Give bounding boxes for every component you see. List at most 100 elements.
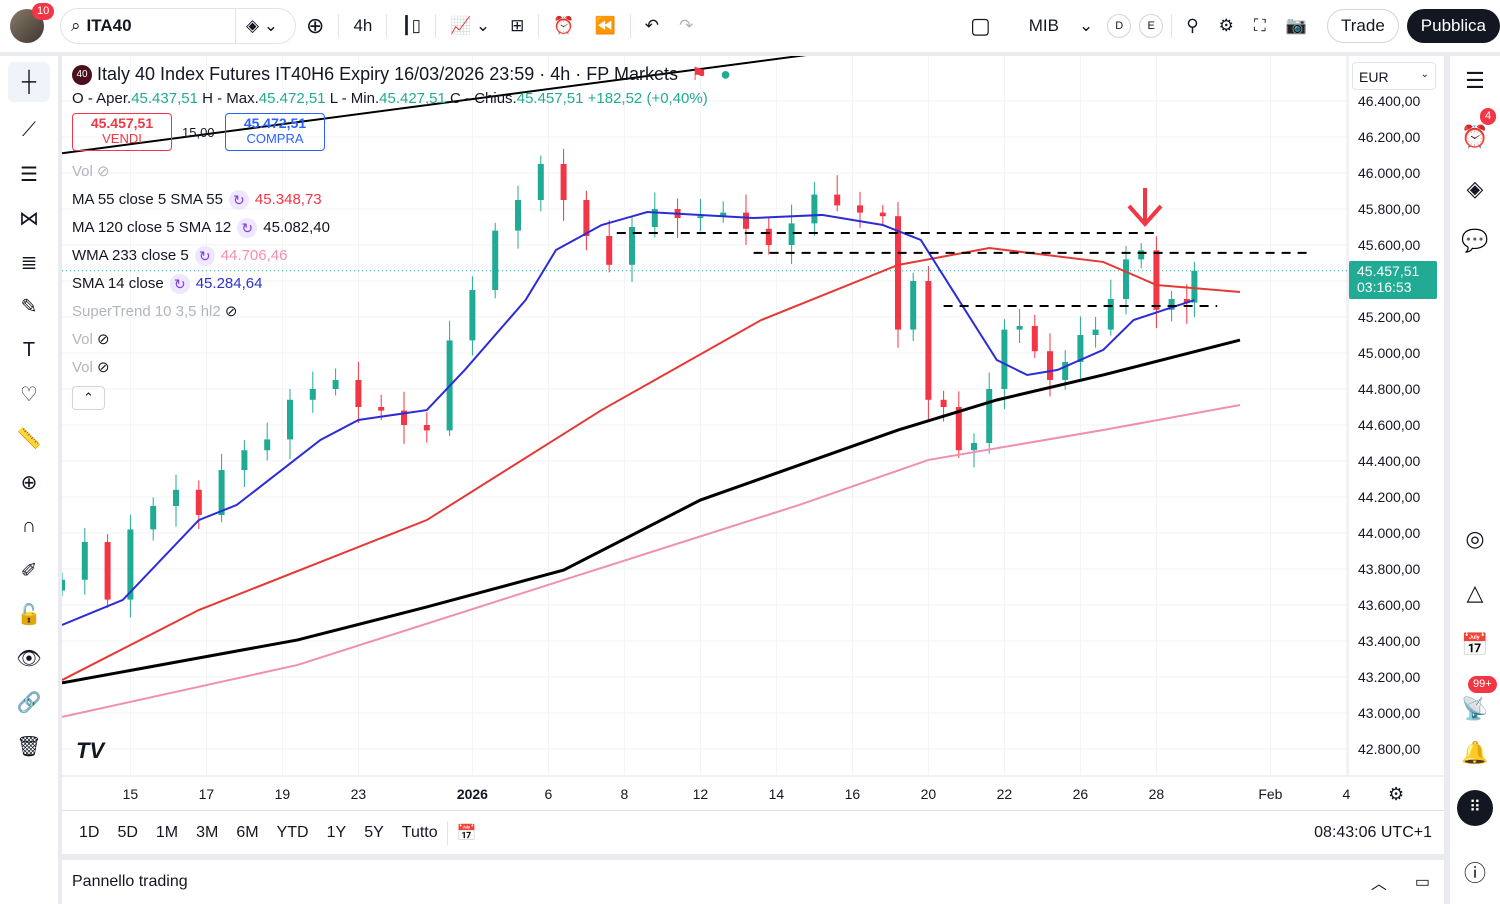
calendar-icon[interactable]: 📅 bbox=[1461, 632, 1489, 657]
candle-body bbox=[309, 389, 316, 400]
clock[interactable]: 08:43:06 UTC+1 bbox=[1314, 823, 1432, 841]
indicator-vol-0[interactable]: Vol ⊘ bbox=[72, 162, 110, 180]
maximize-icon[interactable]: ▭ bbox=[1414, 874, 1430, 891]
undo-icon[interactable]: ↶ bbox=[644, 16, 659, 35]
goto-date-icon[interactable]: 📅 bbox=[456, 824, 477, 842]
candles-icon[interactable]: ┃▯ bbox=[401, 16, 421, 35]
avatar[interactable]: 10 bbox=[10, 3, 55, 43]
exchange-label[interactable]: MIB bbox=[1028, 16, 1059, 35]
sync-icon[interactable]: ↻ bbox=[169, 274, 190, 294]
indicator-vol-2[interactable]: Vol ⊘ bbox=[72, 358, 110, 376]
sync-icon[interactable]: ↻ bbox=[237, 218, 258, 238]
trash-icon[interactable]: 🗑 bbox=[16, 735, 42, 758]
eye-off-icon[interactable]: ⊘ bbox=[97, 163, 110, 180]
alert-icon[interactable]: ⏰ bbox=[553, 16, 575, 35]
crosshair-icon[interactable]: ┼ bbox=[8, 62, 50, 102]
candle-body bbox=[1016, 326, 1023, 330]
sync-icon[interactable]: ↻ bbox=[194, 246, 215, 266]
ruler-icon[interactable]: 📏 bbox=[16, 427, 42, 450]
trading-panel-bar[interactable]: Pannello trading ︿ ▭ bbox=[62, 860, 1444, 904]
eye-off-icon[interactable]: ⊘ bbox=[97, 359, 110, 376]
e-button[interactable]: E bbox=[1139, 14, 1164, 38]
apps-icon[interactable]: ⠿ bbox=[1450, 790, 1500, 826]
range-5d[interactable]: 5D bbox=[117, 823, 138, 841]
zoom-in-icon[interactable]: ⊕ bbox=[20, 471, 38, 494]
camera-icon[interactable]: 📷 bbox=[1285, 16, 1307, 35]
settings-icon[interactable]: ⚙ bbox=[1218, 16, 1234, 35]
pattern-icon[interactable]: ⋈ bbox=[19, 207, 39, 230]
symbol-search[interactable]: ⌕ ITA40 bbox=[60, 8, 236, 44]
lock-drawing-icon[interactable]: ✐ bbox=[20, 559, 38, 582]
eye-off-icon[interactable]: ⊘ bbox=[97, 331, 110, 348]
eye-icon[interactable]: 👁 bbox=[16, 647, 42, 670]
collapse-legend-button[interactable]: ⌃ bbox=[72, 386, 105, 410]
buy-button[interactable]: 45.472,51 COMPRA bbox=[225, 113, 325, 151]
chevron-up-icon[interactable]: ︿ bbox=[1370, 876, 1387, 893]
indicator-ma120[interactable]: MA 120 close 5 SMA 12 ↻ 45.082,40 bbox=[72, 218, 330, 238]
magnet-icon[interactable]: ∩ bbox=[21, 514, 37, 537]
candle-body bbox=[332, 380, 339, 389]
chat-icon[interactable]: 💬 bbox=[1461, 228, 1489, 253]
indicators-icon[interactable]: 📈 ⌄ bbox=[449, 16, 491, 35]
redo-icon[interactable]: ↷ bbox=[678, 16, 694, 35]
range-ytd[interactable]: YTD bbox=[276, 823, 309, 841]
indicator-wma233[interactable]: WMA 233 close 5 ↻ 44.706,46 bbox=[72, 246, 287, 266]
chart-area[interactable]: 46.400,00 46.200,00 46.000,00 45.800,00 45.6… bbox=[62, 56, 1444, 854]
trendline-icon[interactable]: ⟋ bbox=[22, 118, 36, 141]
replay-icon[interactable]: ⏪ bbox=[594, 16, 616, 35]
square-icon[interactable]: ▢ bbox=[969, 13, 991, 38]
range-6m[interactable]: 6M bbox=[236, 823, 259, 841]
range-1m[interactable]: 1M bbox=[155, 823, 179, 841]
indicator-ma55[interactable]: MA 55 close 5 SMA 55 ↻ 45.348,73 bbox=[72, 190, 322, 210]
sync-icon[interactable]: ↻ bbox=[228, 190, 249, 210]
watchlist-icon[interactable]: ☰ bbox=[1465, 68, 1485, 93]
indicator-sma14[interactable]: SMA 14 close ↻ 45.284,64 bbox=[72, 274, 262, 294]
fib-icon[interactable]: ☰ bbox=[20, 163, 38, 186]
range-all[interactable]: Tutto bbox=[401, 823, 438, 841]
layers-icon[interactable]: ◈ bbox=[1466, 176, 1484, 201]
x-tick-label: 6 bbox=[545, 786, 553, 802]
publish-button[interactable]: Pubblica bbox=[1406, 9, 1500, 43]
price-chart[interactable]: 46.400,00 46.200,00 46.000,00 45.800,00 45.6… bbox=[62, 56, 1444, 810]
range-1y[interactable]: 1Y bbox=[326, 823, 347, 841]
flag-icon[interactable]: ⚑ bbox=[691, 64, 708, 84]
forecast-icon[interactable]: ≣ bbox=[20, 251, 38, 274]
indicator-supertrend[interactable]: SuperTrend 10 3,5 hl2 ⊘ bbox=[72, 302, 237, 320]
currency-dropdown[interactable]: EUR ⌄ bbox=[1352, 62, 1436, 90]
quick-search-icon[interactable]: ⚲ bbox=[1186, 16, 1199, 35]
symbol-type-dropdown[interactable]: ◈ ⌄ bbox=[236, 8, 296, 44]
target-icon[interactable]: ◎ bbox=[1465, 526, 1485, 551]
lock-icon[interactable]: 🔓 bbox=[16, 603, 42, 626]
range-3m[interactable]: 3M bbox=[196, 823, 219, 841]
candle-body bbox=[195, 489, 202, 515]
help-icon[interactable]: ⓘ bbox=[1463, 861, 1486, 886]
low-value: 45.427,51 bbox=[379, 90, 446, 107]
compare-add-icon[interactable]: ⊕ bbox=[306, 13, 325, 38]
alerts-icon[interactable]: ⏰ 4 bbox=[1450, 108, 1500, 150]
trade-button[interactable]: Trade bbox=[1327, 9, 1399, 43]
layouts-icon[interactable]: ⊞ bbox=[510, 16, 525, 35]
news-icon[interactable]: 📡 99+ bbox=[1450, 676, 1500, 722]
candle-body bbox=[355, 380, 362, 407]
sell-button[interactable]: 45.457,51 VENDI bbox=[72, 113, 172, 151]
indicator-vol-1[interactable]: Vol ⊘ bbox=[72, 330, 110, 348]
candle-body bbox=[925, 281, 932, 400]
ideas-icon[interactable]: △ bbox=[1466, 580, 1484, 605]
eye-off-icon[interactable]: ⊘ bbox=[224, 303, 238, 320]
interval-button[interactable]: 4h bbox=[353, 16, 373, 35]
brush-icon[interactable]: ✎ bbox=[20, 295, 38, 318]
d-button[interactable]: D bbox=[1107, 14, 1132, 38]
range-5y[interactable]: 5Y bbox=[364, 823, 384, 841]
axis-settings-icon[interactable]: ⚙ bbox=[1388, 784, 1405, 804]
alerts-badge: 4 bbox=[1480, 108, 1497, 125]
divider bbox=[1171, 14, 1173, 38]
fullscreen-icon[interactable]: ⛶ bbox=[1253, 16, 1266, 35]
range-1d[interactable]: 1D bbox=[79, 823, 100, 841]
heart-icon[interactable]: ♡ bbox=[20, 383, 38, 406]
link-icon[interactable]: 🔗 bbox=[16, 691, 42, 714]
bell-icon[interactable]: 🔔 bbox=[1461, 740, 1489, 765]
indicator-name: SuperTrend 10 3,5 hl2 bbox=[72, 303, 221, 320]
text-icon[interactable]: T bbox=[22, 338, 36, 361]
chevron-down-icon[interactable]: ⌄ bbox=[1078, 16, 1094, 35]
x-tick-label: 22 bbox=[997, 786, 1013, 802]
